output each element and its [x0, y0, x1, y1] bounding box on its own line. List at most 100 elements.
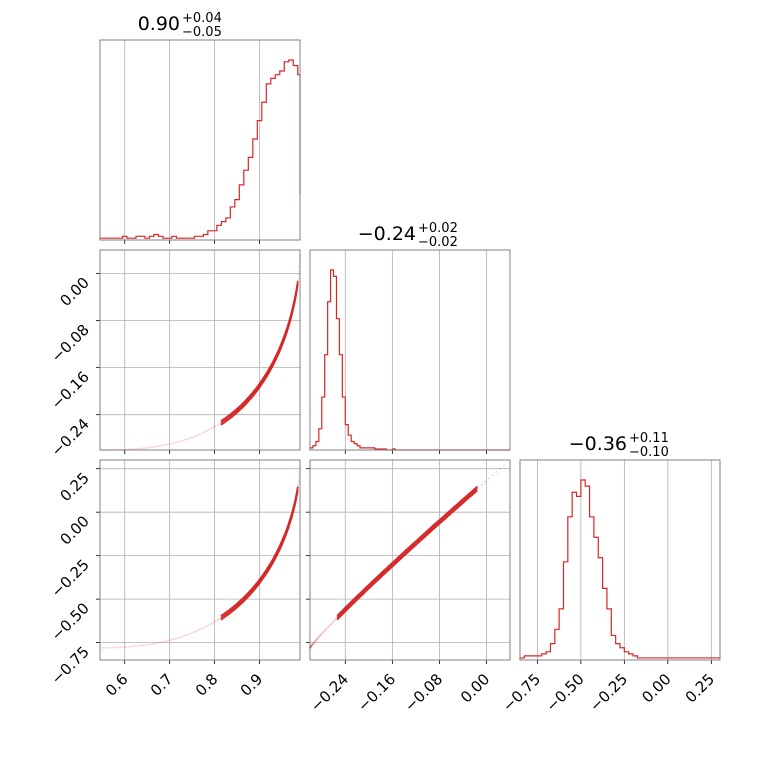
sample-point-p1-p2 [297, 273, 300, 276]
sample-point-p2-p3 [323, 629, 326, 632]
sample-point-p2-p3 [480, 483, 483, 486]
sample-point-p2-p3 [488, 477, 490, 480]
y-tick-label: −0.24 [48, 415, 93, 460]
y-tick-label: 0.00 [56, 274, 92, 310]
x-tick-label: −0.75 [499, 670, 544, 715]
panel-hist-param2 [309, 249, 511, 451]
x-tick-label: 0.00 [638, 670, 674, 706]
sample-point-p2-p3 [316, 637, 319, 640]
sample-point-p1-p3 [192, 631, 195, 634]
sample-point-p1-p2 [218, 423, 221, 425]
sample-point-p2-p3 [310, 644, 313, 647]
sample-point-p1-p2 [152, 446, 154, 448]
sample-point-p2-p3 [316, 638, 318, 641]
sample-point-p1-p3 [127, 645, 130, 648]
y-tick-label: −0.25 [48, 556, 93, 601]
x-tick-label: 0.9 [237, 670, 267, 700]
sample-point-p1-p3 [109, 646, 112, 649]
x-tick-label: 0.00 [457, 670, 493, 706]
sample-point-p2-p3 [495, 470, 498, 473]
sample-point-p2-p3 [322, 631, 324, 634]
sample-point-p1-p3 [147, 643, 150, 646]
y-tick-label: −0.08 [48, 321, 93, 366]
sample-point-p1-p2 [142, 447, 145, 450]
sample-point-p2-p3 [329, 623, 332, 626]
sample-point-p2-p3 [311, 644, 313, 646]
sample-point-p1-p3 [172, 638, 175, 641]
sample-point-p1-p2 [200, 432, 203, 435]
sample-point-p2-p3 [314, 640, 317, 642]
sample-point-p1-p2 [179, 440, 182, 443]
sample-point-p1-p2 [163, 444, 166, 446]
sample-point-p2-p3 [311, 643, 314, 646]
sample-point-p1-p3 [198, 628, 201, 631]
contour-p1-p2 [220, 284, 299, 426]
sample-point-p1-p2 [168, 443, 171, 445]
sample-point-p1-p3 [163, 640, 166, 643]
sample-point-p2-p3 [491, 474, 494, 477]
sample-point-p2-p3 [310, 644, 313, 647]
sample-point-p2-p3 [499, 467, 502, 470]
sample-point-p1-p3 [208, 623, 211, 626]
sample-point-p1-p3 [194, 630, 197, 633]
sample-point-p2-p3 [311, 643, 314, 646]
title-param2-median: −0.24 [358, 223, 416, 245]
sample-point-p1-p3 [130, 645, 132, 648]
sample-point-p2-p3 [314, 640, 316, 643]
sample-point-p1-p3 [297, 483, 300, 486]
sample-point-p2-p3 [310, 645, 313, 648]
y-tick-label: 0.00 [56, 512, 92, 548]
sample-point-p1-p3 [297, 480, 300, 483]
y-tick-label: −0.50 [48, 599, 93, 644]
sample-point-p2-p3 [321, 632, 324, 635]
sample-point-p1-p2 [181, 439, 184, 442]
sample-point-p2-p3 [312, 642, 315, 644]
sample-point-p1-p3 [175, 637, 177, 640]
sample-point-p1-p3 [152, 642, 154, 645]
y-tick-label: 0.25 [56, 469, 92, 505]
sample-point-p2-p3 [324, 628, 327, 631]
sample-point-p2-p3 [319, 634, 321, 637]
sample-point-p1-p3 [132, 645, 135, 648]
title-param3-median: −0.36 [569, 433, 627, 455]
sample-point-p1-p2 [188, 437, 191, 440]
sample-point-p1-p3 [166, 640, 168, 642]
sample-point-p1-p3 [200, 627, 203, 630]
title-param1-minus: −0.05 [182, 25, 222, 40]
sample-point-p1-p3 [112, 646, 115, 649]
sample-point-p1-p3 [137, 645, 140, 647]
title-param2-minus: −0.02 [418, 235, 458, 250]
sample-point-p1-p3 [170, 638, 173, 641]
title-param3-minus: −0.10 [629, 445, 669, 460]
title-param1-plus: +0.04 [182, 11, 222, 26]
x-tick-label: 0.25 [682, 670, 718, 706]
sample-point-p2-p3 [310, 645, 313, 647]
sample-point-p1-p2 [159, 445, 161, 447]
sample-point-p1-p3 [190, 632, 193, 635]
sample-point-p1-p3 [101, 646, 104, 649]
sample-point-p1-p2 [172, 442, 175, 444]
sample-point-p1-p2 [198, 433, 201, 436]
sample-point-p1-p2 [192, 436, 195, 438]
contour-p1-p3 [220, 490, 299, 621]
sample-point-p1-p2 [190, 436, 193, 439]
sample-point-p1-p3 [206, 624, 209, 627]
histogram-param3 [519, 479, 720, 660]
sample-point-p1-p3 [210, 622, 213, 625]
title-param2-plus: +0.02 [418, 221, 458, 236]
panel-hist-param3 [519, 459, 721, 661]
sample-point-p1-p2 [177, 440, 180, 443]
sample-point-p2-p3 [312, 642, 315, 645]
x-tick-label: 0.6 [102, 670, 132, 700]
sample-point-p2-p3 [333, 619, 336, 621]
sample-point-p1-p3 [196, 629, 199, 632]
sample-point-p2-p3 [332, 620, 335, 623]
sample-point-p1-p3 [122, 646, 125, 649]
sample-point-p1-p3 [216, 619, 219, 621]
sample-point-p1-p3 [144, 644, 147, 646]
sample-point-p1-p2 [144, 447, 147, 449]
sample-point-p1-p3 [188, 633, 191, 636]
histogram-param2 [309, 269, 510, 451]
sample-point-p1-p2 [175, 441, 177, 444]
sample-point-p1-p2 [135, 447, 137, 450]
